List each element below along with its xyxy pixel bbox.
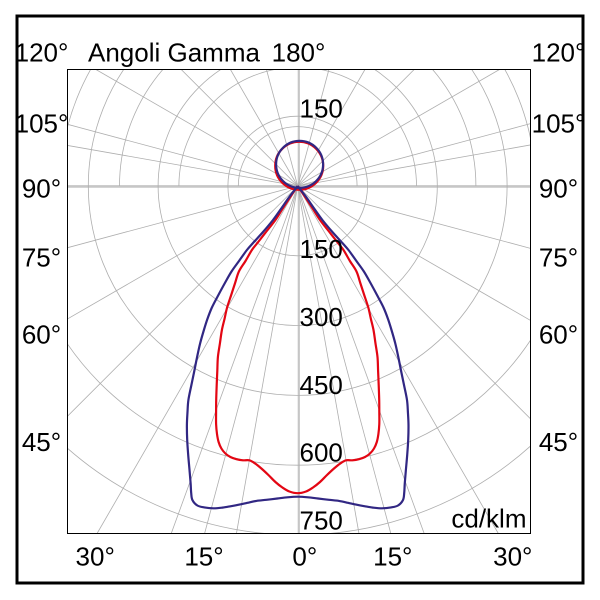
svg-text:0°: 0°: [292, 542, 317, 572]
svg-text:120°: 120°: [15, 38, 69, 68]
svg-text:90°: 90°: [22, 173, 61, 203]
svg-text:750: 750: [300, 506, 343, 536]
svg-text:15°: 15°: [373, 542, 412, 572]
svg-text:45°: 45°: [539, 427, 578, 457]
svg-text:150: 150: [300, 93, 343, 123]
svg-text:30°: 30°: [76, 542, 115, 572]
svg-text:60°: 60°: [539, 319, 578, 349]
svg-text:cd/klm: cd/klm: [451, 504, 526, 534]
svg-text:75°: 75°: [539, 243, 578, 273]
svg-text:300: 300: [300, 302, 343, 332]
svg-text:600: 600: [300, 438, 343, 468]
svg-text:45°: 45°: [22, 427, 61, 457]
svg-text:450: 450: [300, 370, 343, 400]
svg-text:Angoli Gamma: Angoli Gamma: [88, 38, 260, 68]
svg-text:105°: 105°: [15, 108, 69, 138]
svg-text:105°: 105°: [532, 108, 586, 138]
svg-text:180°: 180°: [272, 38, 326, 68]
svg-text:120°: 120°: [532, 38, 586, 68]
svg-text:15°: 15°: [184, 542, 223, 572]
svg-text:150: 150: [300, 234, 343, 264]
svg-text:75°: 75°: [22, 243, 61, 273]
svg-text:60°: 60°: [22, 319, 61, 349]
svg-text:90°: 90°: [539, 173, 578, 203]
svg-text:30°: 30°: [493, 542, 532, 572]
